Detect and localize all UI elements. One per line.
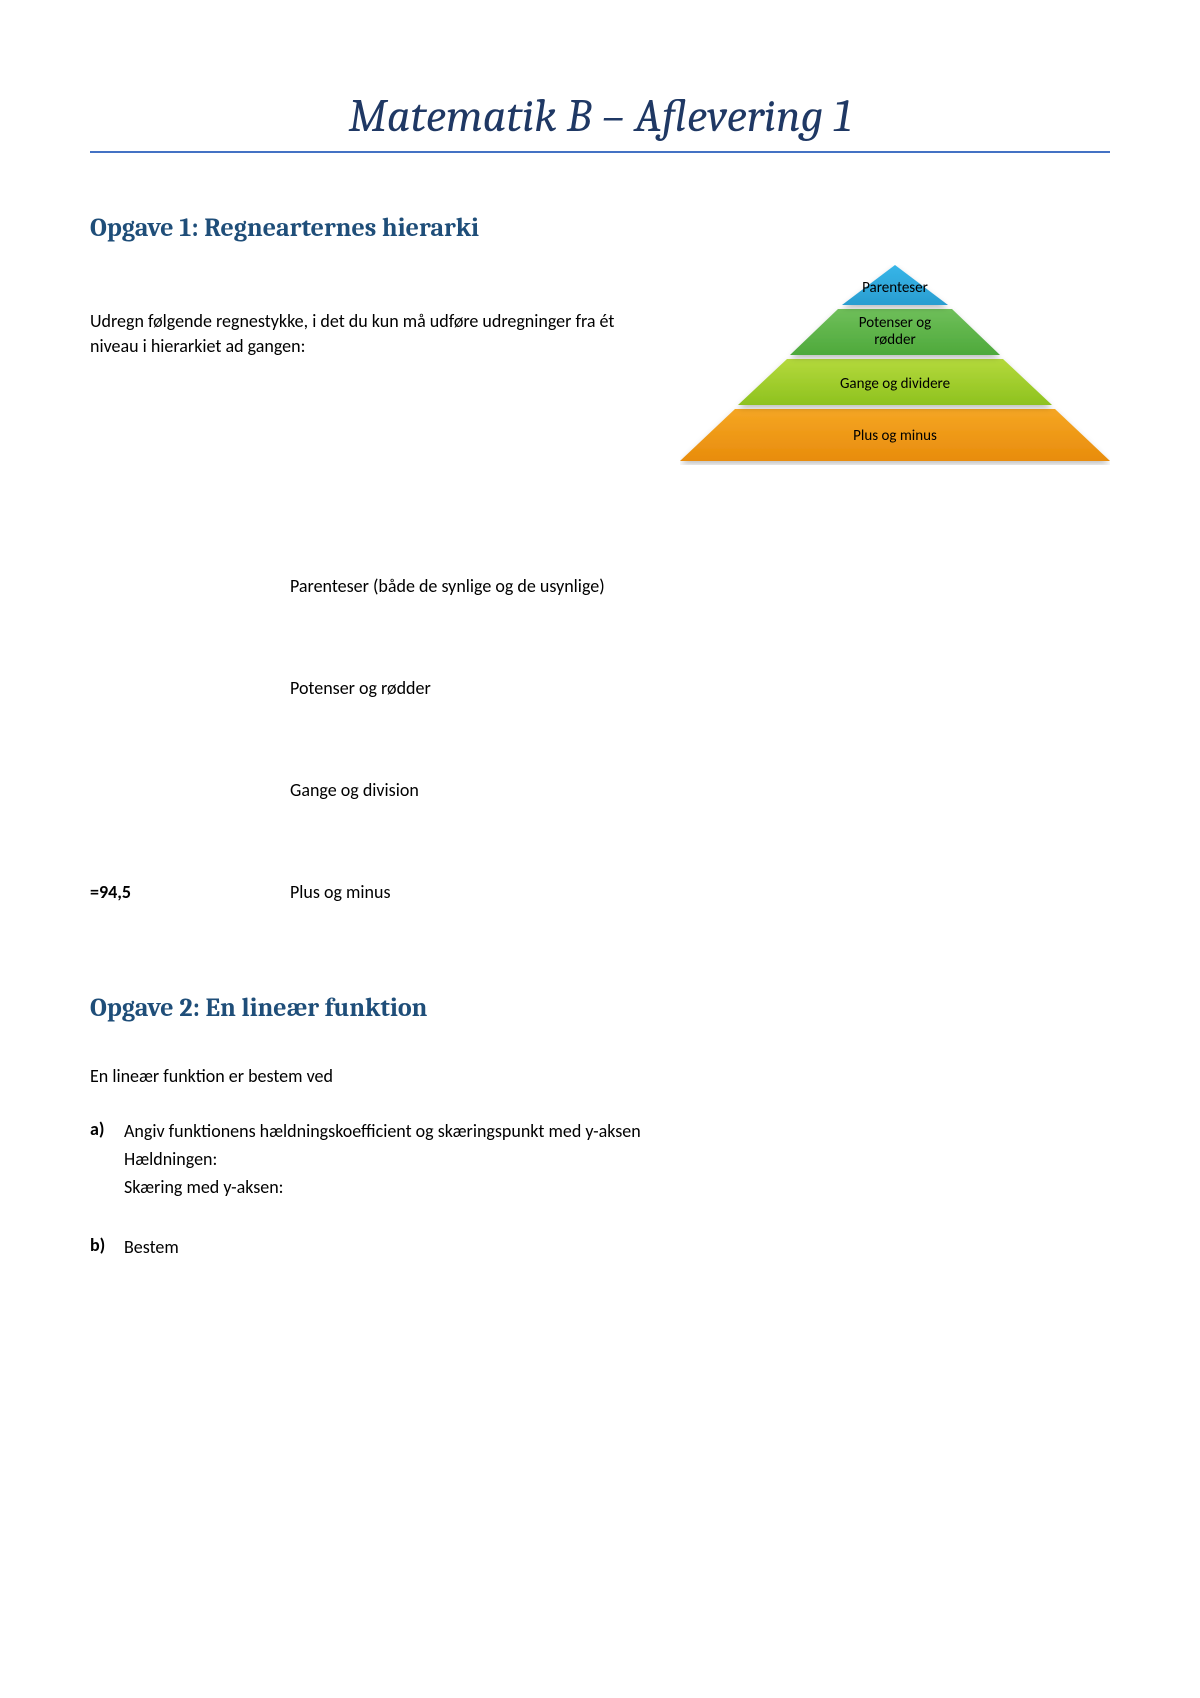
step-label: Parenteser (både de synlige og de usynli… [290,575,605,597]
item-body: Bestem [124,1234,1110,1262]
step-label: Plus og minus [290,881,391,903]
step-row: Gange og division [220,779,1110,801]
section-1: Opgave 1: Regnearternes hierarki Udregn … [90,213,1110,903]
step-label: Gange og division [290,779,419,801]
item-line: Angiv funktionens hældningskoefficient o… [124,1118,1110,1146]
list-item: a) Angiv funktionens hældningskoefficien… [90,1118,1110,1202]
item-line: Skæring med y-aksen: [124,1174,1110,1202]
item-line: Hældningen: [124,1146,1110,1174]
step-label: Potenser og rødder [290,677,431,699]
step-row: =94,5 Plus og minus [220,881,1110,903]
item-marker: a) [90,1118,124,1202]
item-body: Angiv funktionens hældningskoefficient o… [124,1118,1110,1202]
page-title: Matematik B – Aflevering 1 [90,90,1110,153]
step-row: Parenteser (både de synlige og de usynli… [220,575,1110,597]
section2-items: a) Angiv funktionens hældningskoefficien… [90,1118,1110,1262]
list-item: b) Bestem [90,1234,1110,1262]
section2-intro: En lineær funktion er bestem ved [90,1063,1110,1090]
hierarchy-pyramid: Parenteser Potenser ogrødder Gange og di… [680,265,1110,465]
pyramid-svg [680,265,1110,465]
step-row: Potenser og rødder [220,677,1110,699]
section1-heading: Opgave 1: Regnearternes hierarki [90,213,1110,243]
section1-intro: Udregn følgende regnestykke, i det du ku… [90,271,660,359]
item-line: Bestem [124,1234,1110,1262]
step-result: =94,5 [90,881,290,903]
section2-heading: Opgave 2: En lineær funktion [90,993,1110,1023]
calculation-steps: Parenteser (både de synlige og de usynli… [220,575,1110,903]
item-marker: b) [90,1234,124,1262]
section-2: Opgave 2: En lineær funktion En lineær f… [90,993,1110,1262]
